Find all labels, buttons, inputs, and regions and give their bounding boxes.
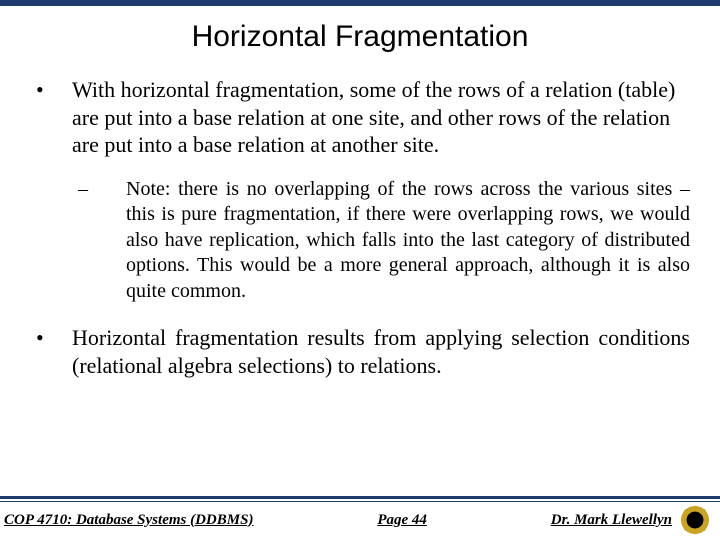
slide-body: • With horizontal fragmentation, some of… — [0, 76, 720, 379]
ucf-logo-icon — [680, 505, 710, 535]
slide-title: Horizontal Fragmentation — [0, 20, 720, 54]
sub-bullet-text: Note: there is no overlapping of the row… — [126, 177, 690, 305]
bullet-marker: • — [30, 76, 72, 159]
footer-inner: COP 4710: Database Systems (DDBMS) Page … — [0, 504, 720, 536]
footer: COP 4710: Database Systems (DDBMS) Page … — [0, 496, 720, 540]
top-accent-bar — [0, 0, 720, 6]
bullet-text: With horizontal fragmentation, some of t… — [72, 76, 690, 159]
bullet-item: • Horizontal fragmentation results from … — [30, 324, 690, 379]
footer-course: COP 4710: Database Systems (DDBMS) — [4, 512, 253, 529]
sub-bullet-item: – Note: there is no overlapping of the r… — [30, 177, 690, 305]
bullet-item: • With horizontal fragmentation, some of… — [30, 76, 690, 159]
footer-author: Dr. Mark Llewellyn — [551, 512, 672, 529]
sub-bullet-marker: – — [78, 177, 126, 305]
bullet-marker: • — [30, 324, 72, 379]
footer-page-number: Page 44 — [377, 512, 427, 529]
footer-rule — [0, 496, 720, 502]
bullet-text: Horizontal fragmentation results from ap… — [72, 324, 690, 379]
